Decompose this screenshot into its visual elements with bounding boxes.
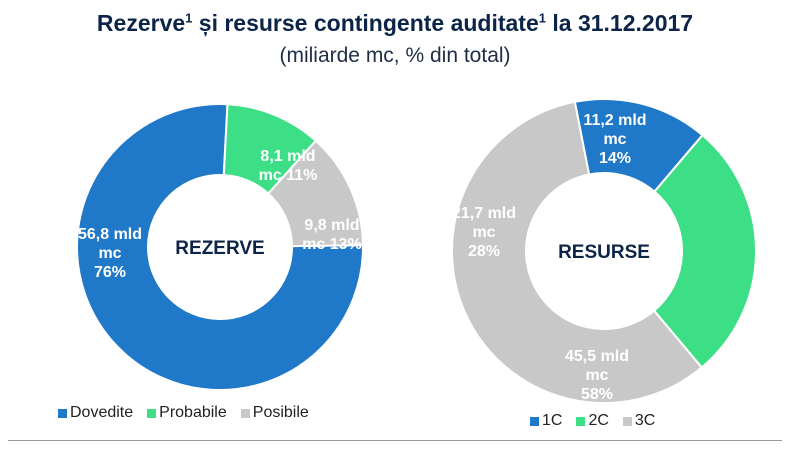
data-label-probabile: 8,1 mld mc 11% [259,148,318,184]
footer-divider [8,440,782,441]
legend-resurse: 1C 2C 3C [530,412,669,430]
data-label-line: 45,5 mld [565,348,629,365]
data-label-dovedite: 56,8 mld mc 76% [78,226,142,281]
legend-label: 1C [542,412,563,429]
donut-resurse: RESURSE 11,2 mld mc 14% 21,7 mld mc 28% 45,5 ml… [451,98,757,404]
slice-dovedite [76,103,364,391]
legend-item-probabile: Probabile [147,404,227,422]
legend-label: 3C [634,412,656,429]
data-label-line: mc [472,224,495,241]
slice-posibile [266,139,365,248]
data-label-line: mc [603,131,626,148]
legend-item-posibile: Posibile [240,404,309,422]
legend-swatch [58,408,67,418]
legend-swatch [622,416,632,426]
title-mid: și resurse contingente auditate [192,10,539,36]
legend-label: Dovedite [70,404,134,421]
data-label-1c: 11,2 mld mc 14% [583,112,646,167]
data-label-line: mc 11% [259,167,318,184]
legend-swatch [530,416,539,426]
data-label-3c: 45,5 mld mc 58% [565,348,629,403]
data-label-line: 11,2 mld [583,112,646,129]
chart-title: Rezerve1 și resurse contingente auditate… [0,10,790,37]
title-footnote-1: 1 [185,10,193,26]
data-label-line: 58% [581,386,613,403]
chart-subtitle: (miliarde mc, % din total) [279,44,511,67]
legend-swatch [576,416,586,426]
legend-rezerve: Dovedite Probabile Posibile [58,404,323,422]
data-label-line: 28% [468,243,500,260]
title-main: Rezerve [96,10,186,36]
legend-item-3c: 3C [622,412,656,430]
data-label-line: mc 13% [302,236,362,253]
legend-label: Posibile [252,404,309,421]
donut-rezerve: REZERVE 56,8 mld mc 76% 8,1 mld mc 11% 9,8 mld… [76,103,365,391]
title-end: la 31.12.2017 [546,10,694,36]
title-footnote-2: 1 [538,10,546,26]
slice-3c [451,100,704,404]
legend-item-2c: 2C [576,412,609,430]
data-label-line: 14% [599,150,631,167]
data-label-line: 56,8 mld [78,226,142,243]
legend-swatch [240,408,250,418]
data-label-line: 76% [94,264,126,281]
data-label-2c: 21,7 mld mc 28% [452,205,516,260]
legend-swatch [147,408,157,418]
legend-label: Probabile [159,404,227,421]
data-label-line: 9,8 mld [304,217,359,234]
data-label-line: mc [98,245,121,262]
data-label-line: mc [585,367,608,384]
center-label: RESURSE [558,242,650,263]
legend-item-1c: 1C [530,412,562,430]
legend-item-dovedite: Dovedite [58,404,133,422]
data-label-posibile: 9,8 mld mc 13% [302,217,362,253]
slice-2c [652,133,757,369]
center-label: REZERVE [175,238,264,259]
data-label-line: 8,1 mld [260,148,315,165]
legend-label: 2C [588,412,609,429]
data-label-line: 21,7 mld [452,205,516,222]
